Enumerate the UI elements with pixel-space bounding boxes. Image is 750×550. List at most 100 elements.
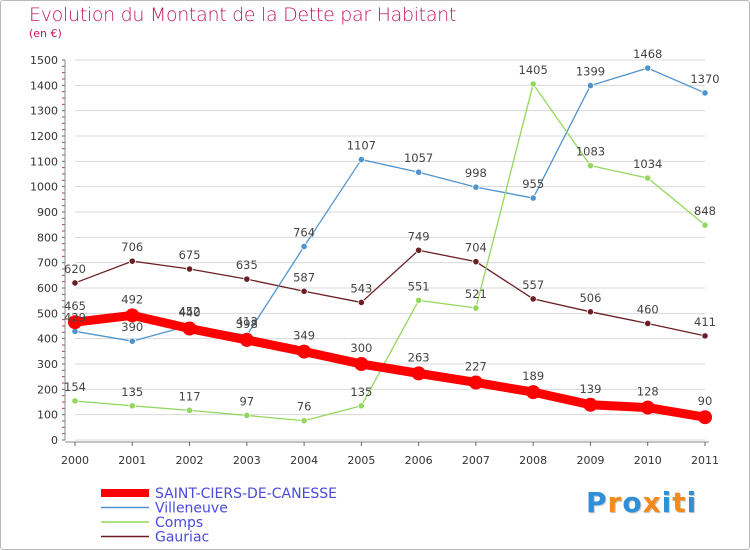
data-point [701,221,709,229]
y-tick-label: 200 [37,383,58,396]
data-point [125,308,140,323]
data-point [243,275,251,283]
y-tick-label: 1400 [30,79,58,92]
axes: 0 100 200 300 400 500 600 700 800 900 1000 1100 1200… [30,54,719,467]
gridlines [75,59,705,441]
data-point [472,258,480,266]
data-point [415,296,423,305]
data-label: 521 [465,287,487,301]
data-point [415,246,423,254]
data-label: 704 [465,241,487,255]
data-point [411,366,426,381]
data-point [529,295,537,303]
series-line-saint-ciers-de-canesse [70,310,710,422]
data-label: 764 [293,225,315,239]
y-tick-label: 0 [51,434,58,447]
series-layer [68,64,712,425]
data-point [529,194,537,202]
data-label: 90 [698,394,713,408]
data-label: 411 [694,315,716,329]
data-point [644,64,652,72]
data-label: 97 [239,394,254,408]
legend-label: Comps [155,515,203,531]
data-label: 398 [236,317,258,331]
data-label: 135 [350,385,372,399]
x-tick-label: 2000 [61,454,89,467]
data-point [472,304,480,312]
logo-letter: P [586,486,608,519]
series-line-gauriac [74,249,706,337]
data-label: 848 [694,204,716,218]
data-point [586,81,595,90]
data-point [415,168,423,176]
data-label: 1405 [519,63,548,77]
data-label: 452 [179,304,201,318]
chart-subtitle: (en €) [29,27,62,40]
data-label: 955 [522,177,544,191]
data-label: 465 [64,299,86,313]
data-label: 675 [179,248,201,262]
data-label: 492 [121,292,143,306]
data-label: 551 [408,279,430,293]
data-label: 390 [121,320,143,334]
data-point [357,298,365,307]
data-point [583,397,598,412]
data-point [128,402,136,410]
logo-letter: x [642,486,662,519]
legend-label: Gauriac [155,530,209,546]
data-label: 998 [465,166,487,180]
legend: SAINT-CIERS-DE-CANESSEVilleneuveCompsGau… [101,486,337,546]
y-tick-label: 1500 [30,54,58,67]
data-label: 460 [637,302,659,316]
data-label: 557 [522,278,544,292]
data-label: 1057 [404,151,433,165]
data-labels: 620 706 675 635 587 543 749 704 557 506 460 411 429 3… [64,47,720,414]
x-tick-label: 2009 [576,454,604,467]
series-line-villeneuve [74,67,706,342]
x-tick-label: 2008 [519,454,547,467]
data-point [300,417,308,425]
logo-letter: r [607,486,623,519]
data-label: 128 [637,385,659,399]
data-label: 635 [236,258,258,272]
data-point [71,397,79,405]
x-tick-label: 2005 [347,454,375,467]
x-tick-label: 2011 [691,454,719,467]
data-point [71,279,79,287]
data-point [701,89,709,97]
data-point [644,174,652,182]
data-point [300,287,308,295]
data-point [68,315,82,330]
data-label: 349 [293,329,315,343]
data-point [586,308,595,316]
data-label: 1107 [347,139,376,153]
data-point [357,155,365,164]
data-label: 227 [465,359,487,373]
data-point [297,344,312,359]
data-label: 1034 [633,157,662,171]
data-label: 429 [64,310,86,324]
data-label: 189 [522,369,544,383]
data-label: 543 [350,281,372,295]
data-label: 117 [179,389,201,403]
data-label: 1083 [576,145,605,159]
data-label: 76 [297,400,312,414]
y-tick-label: 800 [37,231,58,244]
data-label: 135 [121,385,143,399]
x-tick-label: 2007 [462,454,490,467]
proxiti-logo: Proxiti [586,486,697,519]
data-label: 749 [408,229,430,243]
data-point [243,411,251,420]
data-point [239,332,254,347]
data-point [529,80,537,88]
data-label: 506 [579,291,601,305]
x-tick-label: 2001 [118,454,146,467]
data-point [640,400,655,415]
data-point [468,375,483,390]
y-tick-label: 500 [37,307,58,320]
y-tick-label: 900 [37,206,58,219]
data-point [185,265,194,273]
x-tick-label: 2004 [290,454,318,467]
